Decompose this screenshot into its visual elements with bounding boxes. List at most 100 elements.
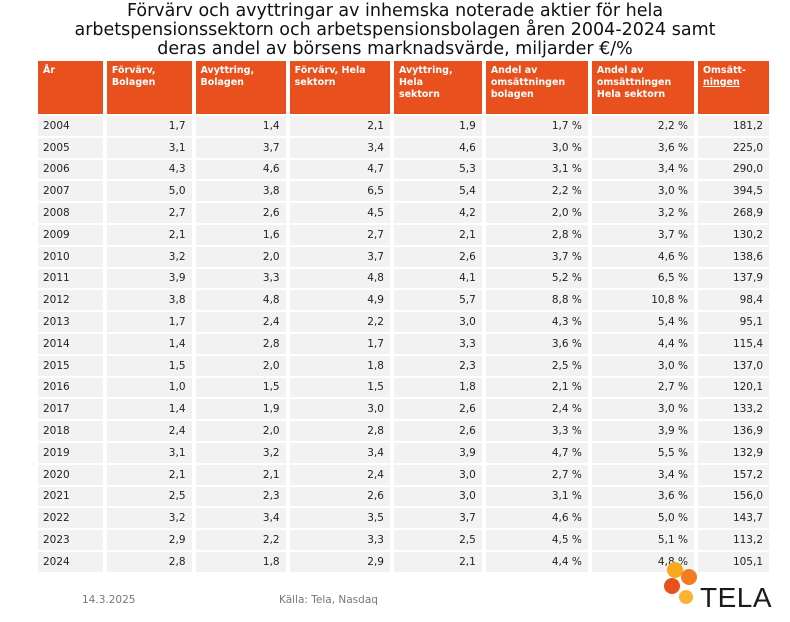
value-cell: 95,1: [697, 312, 769, 332]
value-cell: 120,1: [697, 377, 769, 398]
value-cell: 1,9: [393, 116, 482, 136]
column-header-line: Förvärv, Hela: [294, 65, 366, 76]
column-header-3: Förvärv, Hela sektorn: [289, 61, 390, 114]
footer-source: Källa: Tela, Nasdaq: [279, 594, 378, 606]
value-cell: 3,8: [106, 290, 192, 311]
value-cell: 3,0: [393, 486, 482, 507]
value-cell: 1,9: [195, 399, 286, 420]
value-cell: 4,6: [195, 159, 286, 180]
value-cell: 157,2: [697, 464, 769, 485]
value-cell: 1,7: [106, 312, 192, 332]
column-header-line: Andel av: [596, 65, 644, 76]
value-cell: 5,4: [393, 181, 482, 202]
value-cell: 5,0 %: [591, 508, 694, 529]
value-cell: 2,1 %: [485, 377, 588, 398]
value-cell: 3,4 %: [591, 159, 694, 180]
column-header-line: omsättningen: [596, 77, 672, 88]
value-cell: 3,7 %: [485, 246, 588, 267]
year-cell: 2010: [38, 246, 103, 267]
column-header-line: sektorn: [398, 89, 440, 100]
value-cell: 2,7: [289, 224, 390, 245]
value-cell: 2,6: [195, 203, 286, 223]
value-cell: 2,1: [393, 224, 482, 245]
table-row: 2006 4,3 4,6 4,7 5,3 3,1 % 3,4 % 290,0: [38, 159, 769, 180]
value-cell: 2,6: [393, 421, 482, 441]
footer-date: 14.3.2025: [82, 594, 136, 606]
value-cell: 1,4: [106, 399, 192, 420]
year-cell: 2009: [38, 224, 103, 245]
value-cell: 3,0 %: [591, 399, 694, 420]
value-cell: 2,2 %: [485, 181, 588, 202]
column-header-line: Hela sektorn: [596, 89, 666, 100]
value-cell: 3,4: [289, 442, 390, 463]
value-cell: 2,4: [195, 312, 286, 332]
value-cell: 2,7 %: [591, 377, 694, 398]
column-header-2: Avyttring, Bolagen: [195, 61, 286, 114]
value-cell: 290,0: [697, 159, 769, 180]
value-cell: 2,0: [195, 246, 286, 267]
table-row: 2012 3,8 4,8 4,9 5,7 8,8 % 10,8 % 98,4: [38, 290, 769, 311]
value-cell: 2,1: [289, 116, 390, 136]
value-cell: 98,4: [697, 290, 769, 311]
year-cell: 2018: [38, 421, 103, 441]
value-cell: 2,4: [289, 464, 390, 485]
column-header-line: Avyttring,: [200, 65, 255, 76]
value-cell: 2,5 %: [485, 355, 588, 376]
value-cell: 3,0 %: [591, 355, 694, 376]
value-cell: 4,3 %: [485, 312, 588, 332]
year-cell: 2007: [38, 181, 103, 202]
value-cell: 2,0: [195, 355, 286, 376]
table-row: 2014 1,4 2,8 1,7 3,3 3,6 % 4,4 % 115,4: [38, 333, 769, 354]
value-cell: 3,2 %: [591, 203, 694, 223]
value-cell: 2,3: [393, 355, 482, 376]
value-cell: 2,8: [289, 421, 390, 441]
column-header-line: ningen: [702, 77, 740, 88]
column-header-line: Bolagen: [111, 77, 156, 88]
table-row: 2013 1,7 2,4 2,2 3,0 4,3 % 5,4 % 95,1: [38, 312, 769, 332]
value-cell: 2,0: [195, 421, 286, 441]
value-cell: 156,0: [697, 486, 769, 507]
table-row: 2008 2,7 2,6 4,5 4,2 2,0 % 3,2 % 268,9: [38, 203, 769, 223]
value-cell: 2,5: [393, 530, 482, 550]
value-cell: 2,8: [106, 551, 192, 572]
column-header-4: Avyttring, Hela sektorn: [393, 61, 482, 114]
column-header-line: Andel av: [490, 65, 538, 76]
value-cell: 1,4: [106, 333, 192, 354]
value-cell: 3,2: [195, 442, 286, 463]
column-header-line: omsättningen: [490, 77, 566, 88]
value-cell: 5,7: [393, 290, 482, 311]
value-cell: 3,1: [106, 442, 192, 463]
value-cell: 3,3: [289, 530, 390, 550]
value-cell: 105,1: [697, 551, 769, 572]
table-row: 2011 3,9 3,3 4,8 4,1 5,2 % 6,5 % 137,9: [38, 268, 769, 289]
year-cell: 2019: [38, 442, 103, 463]
value-cell: 1,5: [289, 377, 390, 398]
value-cell: 3,0: [393, 464, 482, 485]
value-cell: 3,8: [195, 181, 286, 202]
title-line-1: Förvärv och avyttringar av inhemska note…: [126, 1, 664, 21]
column-header-line: År: [43, 65, 56, 76]
value-cell: 2,3: [195, 486, 286, 507]
value-cell: 3,0: [289, 399, 390, 420]
table-body: 2004 1,7 1,4 2,1 1,9 1,7 % 2,2 % 181,2 2005 3,1 3,…: [38, 116, 769, 572]
table-row: 2009 2,1 1,6 2,7 2,1 2,8 % 3,7 % 130,2: [38, 224, 769, 245]
table-row: 2024 2,8 1,8 2,9 2,1 4,4 % 4,8 % 105,1: [38, 551, 769, 572]
year-cell: 2008: [38, 203, 103, 223]
table-row: 2005 3,1 3,7 3,4 4,6 3,0 % 3,6 % 225,0: [38, 137, 769, 158]
title-line-2: arbetspensionssektorn och arbetspensions…: [74, 20, 716, 40]
value-cell: 3,3: [393, 333, 482, 354]
page-title: Förvärv och avyttringar av inhemska note…: [0, 2, 790, 59]
value-cell: 4,7: [289, 159, 390, 180]
value-cell: 6,5 %: [591, 268, 694, 289]
year-cell: 2014: [38, 333, 103, 354]
value-cell: 4,6 %: [591, 246, 694, 267]
year-cell: 2024: [38, 551, 103, 572]
table-row: 2010 3,2 2,0 3,7 2,6 3,7 % 4,6 % 138,6: [38, 246, 769, 267]
value-cell: 2,7: [106, 203, 192, 223]
value-cell: 3,9 %: [591, 421, 694, 441]
value-cell: 133,2: [697, 399, 769, 420]
value-cell: 4,4 %: [591, 333, 694, 354]
value-cell: 1,8: [195, 551, 286, 572]
value-cell: 2,8 %: [485, 224, 588, 245]
table-row: 2016 1,0 1,5 1,5 1,8 2,1 % 2,7 % 120,1: [38, 377, 769, 398]
